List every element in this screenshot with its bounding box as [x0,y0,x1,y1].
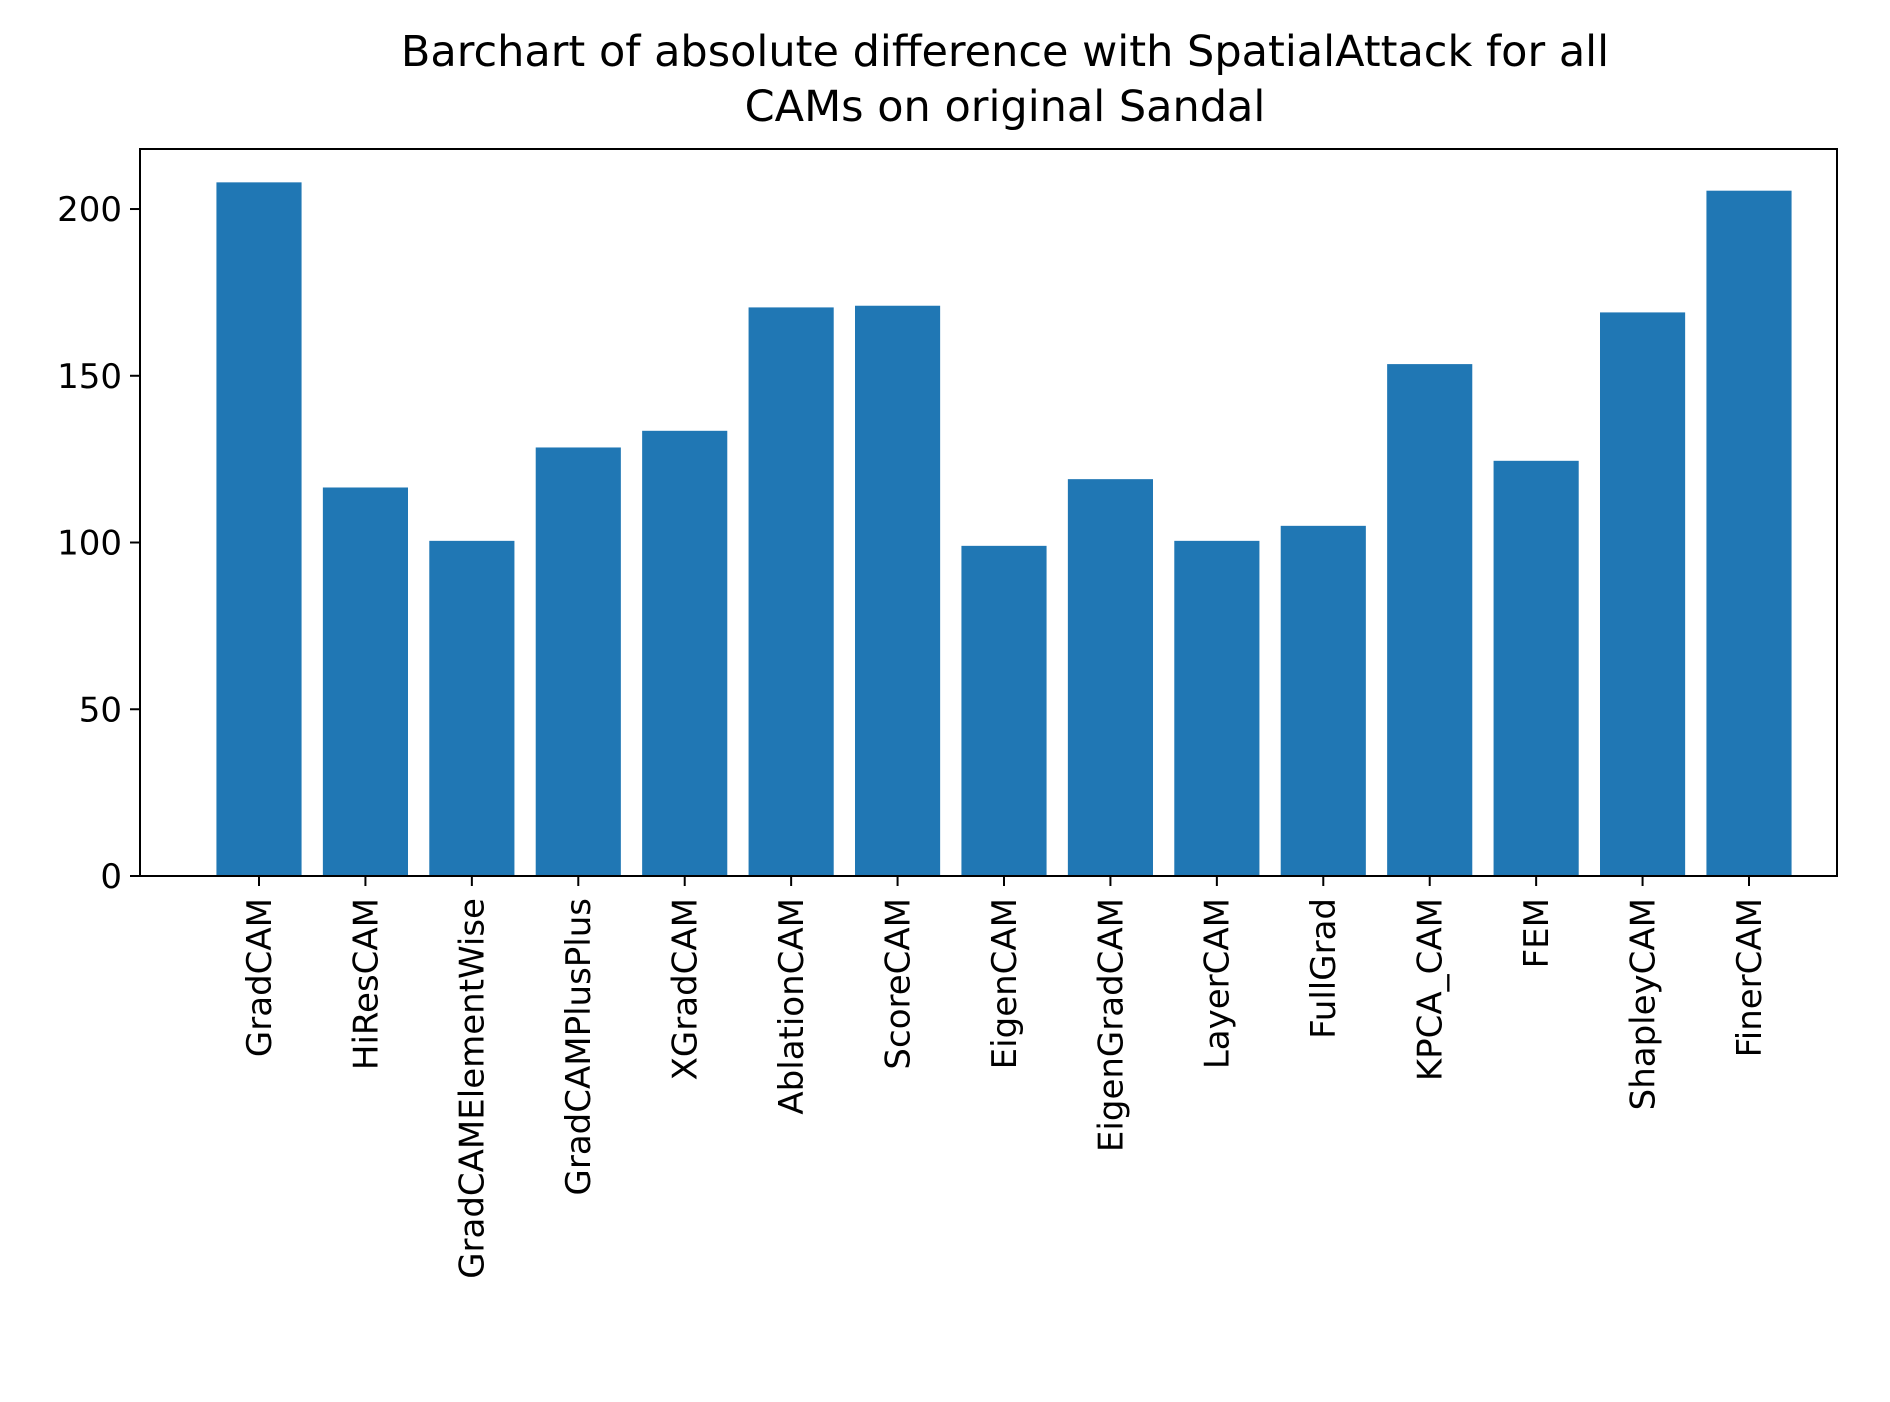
bar-HiResCAM [322,487,408,876]
x-tick-label: GradCAMElementWise [453,898,493,1279]
y-tick-label: 100 [57,524,122,564]
y-tick-label: 0 [100,857,122,897]
bar-FEM [1493,460,1579,876]
bar-GradCAMElementWise [429,540,515,876]
bar-ScoreCAM [855,305,941,876]
bar-FullGrad [1280,525,1366,876]
y-tick-label: 150 [57,357,122,397]
x-tick-label: ShapleyCAM [1623,898,1663,1110]
bar-LayerCAM [1174,540,1260,876]
x-tick-label: AblationCAM [772,898,812,1115]
bar-EigenGradCAM [1067,479,1153,876]
x-tick-label: ScoreCAM [878,898,918,1070]
bar-FinerCAM [1706,190,1792,876]
x-tick-label: XGradCAM [666,898,706,1080]
bar-ShapleyCAM [1600,312,1686,876]
x-tick-label: FullGrad [1304,898,1344,1039]
y-tick-label: 50 [79,690,122,730]
plot-frame [139,148,1838,877]
bar-XGradCAM [642,430,728,876]
x-tick-label: FinerCAM [1730,898,1770,1057]
chart-title-line-1: Barchart of absolute difference with Spa… [401,27,1609,77]
x-tick-label: LayerCAM [1198,898,1238,1069]
bar-KPCA_CAM [1387,364,1473,876]
bar-EigenCAM [961,545,1047,876]
bars [216,182,1792,877]
y-axis: 0 50 100 150 200 [57,190,140,897]
x-axis: GradCAM HiResCAM GradCAMElementWise GradCAM… [240,876,1770,1279]
x-tick-label: FEM [1517,898,1557,968]
bar-GradCAM [216,182,302,877]
y-tick-label: 200 [57,190,122,230]
x-tick-label: KPCA_CAM [1411,898,1451,1081]
x-tick-label: GradCAMPlusPlus [559,898,599,1196]
x-tick-label: EigenGradCAM [1091,898,1131,1152]
x-tick-label: HiResCAM [346,898,386,1070]
chart-title-line-2: CAMs on original Sandal [745,82,1266,132]
bar-GradCAMPlusPlus [535,447,621,876]
bar-AblationCAM [748,307,834,876]
x-tick-label: GradCAM [240,898,280,1057]
chart-title: Barchart of absolute difference with Spa… [401,27,1609,132]
x-tick-label: EigenCAM [985,898,1025,1069]
